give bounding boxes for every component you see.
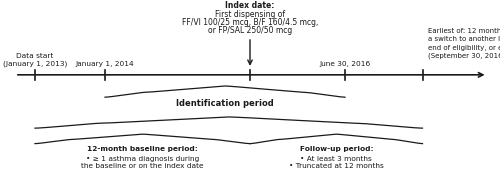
Text: June 30, 2016: June 30, 2016 (320, 61, 370, 67)
Text: 12-month baseline period:: 12-month baseline period: (87, 146, 198, 152)
Text: (September 30, 2016): (September 30, 2016) (428, 52, 500, 59)
Text: Follow-up period:: Follow-up period: (300, 146, 373, 152)
Text: a switch to another ICS/LABAᵃ,: a switch to another ICS/LABAᵃ, (428, 36, 500, 42)
Text: Index date:: Index date: (226, 2, 274, 10)
Text: Earliest of: 12 months,: Earliest of: 12 months, (428, 28, 500, 34)
Text: Data start
(January 1, 2013): Data start (January 1, 2013) (3, 53, 67, 67)
Text: or FP/SAL 250/50 mcg: or FP/SAL 250/50 mcg (208, 26, 292, 35)
Text: end of eligibility, or end of data: end of eligibility, or end of data (428, 45, 500, 51)
Text: Identification period: Identification period (176, 99, 274, 108)
Text: • At least 3 months: • At least 3 months (300, 156, 372, 162)
Text: January 1, 2014: January 1, 2014 (76, 61, 134, 67)
Text: FF/VI 100/25 mcg, B/F 160/4.5 mcg,: FF/VI 100/25 mcg, B/F 160/4.5 mcg, (182, 18, 318, 27)
Text: First dispensing of: First dispensing of (215, 10, 285, 19)
Text: • Truncated at 12 months: • Truncated at 12 months (289, 163, 384, 169)
Text: • ≥ 1 asthma diagnosis during: • ≥ 1 asthma diagnosis during (86, 156, 199, 162)
Text: the baseline or on the index date: the baseline or on the index date (82, 163, 204, 169)
